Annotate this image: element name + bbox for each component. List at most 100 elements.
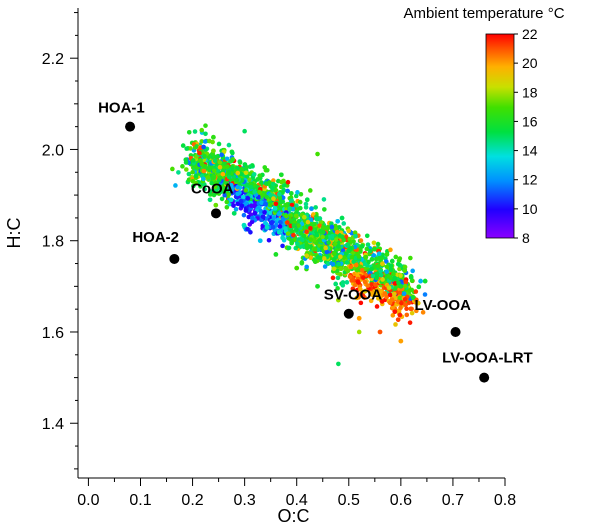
scatter-point	[364, 246, 370, 252]
scatter-point	[414, 297, 419, 303]
scatter-point	[280, 243, 285, 249]
scatter-point	[260, 214, 266, 220]
scatter-point	[356, 315, 362, 321]
scatter-point	[252, 210, 258, 216]
scatter-point	[228, 197, 234, 203]
scatter-point	[242, 162, 248, 167]
scatter-point	[257, 173, 262, 178]
scatter-point	[197, 158, 203, 163]
scatter-point	[336, 361, 341, 367]
scatter-point	[369, 257, 375, 262]
scatter-point	[183, 167, 189, 172]
scatter-point	[341, 221, 347, 226]
scatter-point	[331, 257, 337, 262]
scatter-point	[301, 233, 307, 239]
scatter-point	[192, 129, 198, 134]
scatter-point	[335, 286, 340, 291]
scatter-point	[263, 220, 268, 226]
scatter-point	[202, 153, 207, 159]
scatter-point	[317, 229, 323, 234]
scatter-point	[377, 329, 383, 335]
scatter-point	[308, 237, 314, 242]
colorbar-tick-label: 22	[522, 26, 538, 42]
scatter-point	[287, 206, 293, 212]
scatter-point	[201, 168, 207, 174]
scatter-point	[329, 233, 335, 239]
scatter-point	[414, 308, 419, 314]
scatter-point	[238, 198, 244, 204]
scatter-point	[397, 290, 403, 296]
scatter-point	[366, 259, 371, 265]
scatter-point	[240, 194, 246, 200]
scatter-point	[356, 329, 362, 335]
scatter-point	[217, 184, 222, 190]
scatter-point	[349, 254, 355, 260]
scatter-point	[303, 201, 309, 207]
scatter-point	[404, 312, 410, 318]
colorbar-tick-label: 12	[522, 172, 538, 188]
scatter-point	[402, 268, 408, 273]
scatter-point	[271, 215, 277, 221]
scatter-point	[258, 208, 264, 214]
x-tick-label: 0.1	[129, 492, 151, 509]
scatter-point	[203, 123, 208, 128]
scatter-point	[371, 240, 377, 246]
scatter-point	[388, 263, 394, 269]
reference-point	[169, 253, 180, 264]
scatter-point	[225, 164, 230, 169]
scatter-point	[336, 244, 341, 249]
scatter-point	[207, 189, 213, 194]
y-tick-label: 2.2	[42, 51, 64, 68]
scatter-point	[202, 186, 207, 192]
scatter-point	[304, 264, 309, 270]
scatter-point	[314, 233, 320, 238]
scatter-point	[210, 175, 216, 181]
scatter-point	[233, 206, 239, 212]
scatter-point	[396, 258, 402, 263]
scatter-point	[345, 268, 351, 274]
scatter-point	[249, 203, 254, 209]
scatter-point	[369, 266, 374, 272]
scatter-point	[235, 170, 241, 176]
scatter-point	[203, 164, 208, 169]
scatter-point	[237, 160, 243, 165]
x-tick-label: 0.8	[494, 492, 516, 509]
scatter-point	[398, 273, 403, 278]
scatter-point	[241, 222, 247, 228]
y-axis-title: H:C	[4, 218, 24, 249]
y-tick-label: 1.8	[42, 234, 64, 251]
scatter-point	[387, 292, 393, 298]
scatter-point	[270, 186, 275, 191]
scatter-point	[333, 226, 338, 231]
scatter-point	[180, 164, 185, 169]
scatter-point	[291, 232, 296, 238]
reference-points: HOA-1 HOA-2 CoOA SV-OOA LV-OOA LV-OOA-LRT	[98, 100, 533, 383]
scatter-point	[302, 214, 307, 220]
scatter-point	[217, 159, 223, 165]
scatter-point	[359, 243, 365, 249]
scatter-point	[384, 294, 389, 300]
scatter-point	[404, 306, 409, 312]
scatter-point	[289, 240, 294, 246]
scatter-point	[317, 216, 323, 221]
scatter-point	[224, 187, 230, 193]
reference-point	[450, 326, 461, 337]
reference-label: HOA-2	[132, 229, 179, 246]
scatter-point	[267, 202, 273, 208]
scatter-point	[336, 261, 341, 267]
scatter-point	[213, 202, 219, 208]
scatter-point	[255, 177, 260, 182]
scatter-point	[193, 173, 199, 179]
scatter-point	[398, 284, 404, 289]
scatter-point	[371, 253, 377, 258]
colorbar-tick-label: 18	[522, 84, 538, 100]
scatter-point	[320, 234, 325, 240]
scatter-point	[273, 201, 279, 207]
scatter-point	[226, 169, 232, 175]
scatter-point	[283, 226, 288, 231]
scatter-point	[309, 206, 314, 212]
scatter-point	[211, 134, 216, 140]
scatter-point	[268, 210, 273, 216]
scatter-point	[362, 254, 368, 260]
scatter-point	[344, 260, 350, 265]
